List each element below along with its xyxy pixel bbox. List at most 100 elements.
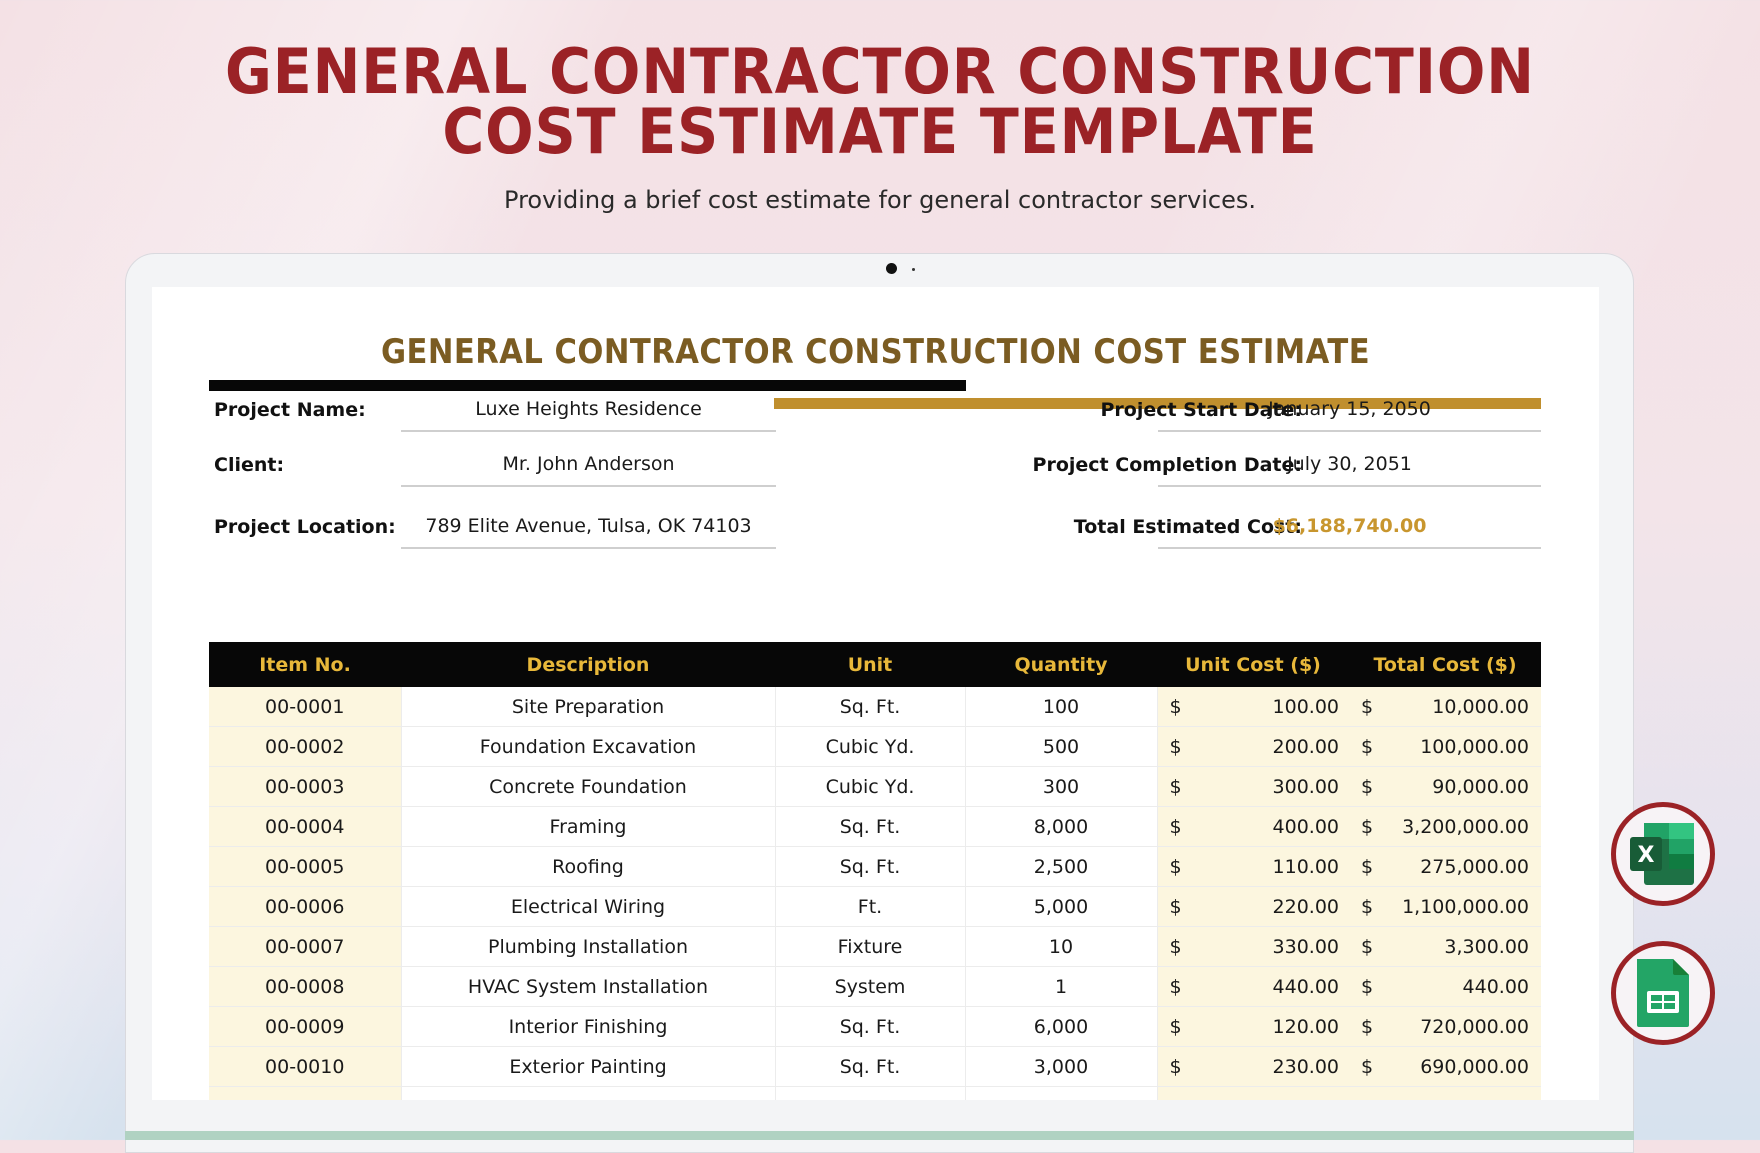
currency-symbol: $: [1169, 815, 1182, 838]
description: Plumbing Installation: [487, 935, 688, 958]
column-header-unit[interactable]: Unit: [775, 642, 965, 687]
unit-cell[interactable]: System: [775, 966, 966, 1007]
total-cost-cell[interactable]: $690,000.00: [1349, 1046, 1541, 1087]
quantity-cell[interactable]: 8,000: [965, 806, 1158, 847]
unit-cost-cell[interactable]: $330.00: [1157, 926, 1349, 967]
description-cell[interactable]: Concrete Foundation: [401, 766, 776, 807]
item-no: 00-0009: [265, 1015, 345, 1038]
table-row: 00-0007 Plumbing Installation Fixture 10 $33…: [209, 926, 1541, 967]
total-cost-cell[interactable]: $1,100,000.00: [1349, 886, 1541, 927]
total-cost-cell[interactable]: $440.00: [1349, 966, 1541, 1007]
column-header-total-cost[interactable]: Total Cost ($): [1349, 642, 1541, 687]
unit-cost-cell[interactable]: $440.00: [1157, 966, 1349, 1007]
total-cost-cell[interactable]: $: [1349, 1086, 1541, 1100]
unit-cell[interactable]: Sq. Ft.: [775, 1006, 966, 1047]
table-row: 00-0005 Roofing Sq. Ft. 2,500 $110.00 $275,00…: [209, 846, 1541, 887]
unit-cell[interactable]: Cubic Yd.: [775, 766, 966, 807]
item-no-cell[interactable]: 00-0004: [209, 806, 402, 847]
google-sheets-badge[interactable]: [1611, 941, 1715, 1045]
unit-cost-cell[interactable]: $100.00: [1157, 687, 1349, 727]
table-row: $: [209, 1086, 1541, 1100]
total-cost-cell[interactable]: $275,000.00: [1349, 846, 1541, 887]
description-cell[interactable]: Roofing: [401, 846, 776, 887]
item-no: 00-0010: [265, 1055, 345, 1078]
project-location-field[interactable]: 789 Elite Avenue, Tulsa, OK 74103: [401, 507, 776, 549]
unit-cost-cell[interactable]: $200.00: [1157, 726, 1349, 767]
quantity-cell[interactable]: 1: [965, 966, 1158, 1007]
project-name-field[interactable]: Luxe Heights Residence: [401, 390, 776, 432]
description: Interior Finishing: [508, 1015, 668, 1038]
description: Foundation Excavation: [479, 735, 697, 758]
quantity: 100: [1042, 695, 1080, 718]
description-cell[interactable]: [401, 1086, 776, 1100]
quantity-cell[interactable]: 100: [965, 687, 1158, 727]
description-cell[interactable]: Site Preparation: [401, 687, 776, 727]
unit-cell[interactable]: Cubic Yd.: [775, 726, 966, 767]
total-cost-cell[interactable]: $3,200,000.00: [1349, 806, 1541, 847]
total-cost-cell[interactable]: $90,000.00: [1349, 766, 1541, 807]
project-location-label: Project Location:: [214, 516, 396, 538]
total-cost-cell[interactable]: $10,000.00: [1349, 687, 1541, 727]
total-cost-cell[interactable]: $100,000.00: [1349, 726, 1541, 767]
unit-cell[interactable]: Sq. Ft.: [775, 687, 966, 727]
quantity-cell[interactable]: 500: [965, 726, 1158, 767]
unit: Fixture: [837, 935, 903, 958]
description-cell[interactable]: Interior Finishing: [401, 1006, 776, 1047]
column-header-unit-cost[interactable]: Unit Cost ($): [1157, 642, 1349, 687]
item-no-cell[interactable]: [209, 1086, 402, 1100]
unit-cost-cell[interactable]: [1157, 1086, 1349, 1100]
item-no-cell[interactable]: 00-0001: [209, 687, 402, 727]
item-no-cell[interactable]: 00-0003: [209, 766, 402, 807]
unit-cell[interactable]: Fixture: [775, 926, 966, 967]
column-header-item-no[interactable]: Item No.: [209, 642, 401, 687]
total-estimated-cost-field[interactable]: $6,188,740.00: [1158, 507, 1541, 549]
column-header-quantity[interactable]: Quantity: [965, 642, 1157, 687]
unit-cost-cell[interactable]: $110.00: [1157, 846, 1349, 887]
item-no-cell[interactable]: 00-0005: [209, 846, 402, 887]
unit-cell[interactable]: [775, 1086, 966, 1100]
column-header-description[interactable]: Description: [401, 642, 775, 687]
item-no: 00-0007: [265, 935, 345, 958]
description-cell[interactable]: Plumbing Installation: [401, 926, 776, 967]
currency-symbol: $: [1361, 1015, 1374, 1038]
unit-cost-cell[interactable]: $220.00: [1157, 886, 1349, 927]
unit-cell[interactable]: Ft.: [775, 886, 966, 927]
description-cell[interactable]: Framing: [401, 806, 776, 847]
excel-badge[interactable]: X: [1611, 802, 1715, 906]
completion-date-field[interactable]: July 30, 2051: [1158, 445, 1541, 487]
description-cell[interactable]: Exterior Painting: [401, 1046, 776, 1087]
description-cell[interactable]: Foundation Excavation: [401, 726, 776, 767]
quantity-cell[interactable]: 5,000: [965, 886, 1158, 927]
quantity-cell[interactable]: 6,000: [965, 1006, 1158, 1047]
item-no: 00-0003: [265, 775, 345, 798]
quantity-cell[interactable]: 3,000: [965, 1046, 1158, 1087]
description-cell[interactable]: HVAC System Installation: [401, 966, 776, 1007]
unit-cost-cell[interactable]: $120.00: [1157, 1006, 1349, 1047]
item-no-cell[interactable]: 00-0010: [209, 1046, 402, 1087]
table-row: 00-0002 Foundation Excavation Cubic Yd. 500…: [209, 726, 1541, 767]
item-no-cell[interactable]: 00-0008: [209, 966, 402, 1007]
quantity-cell[interactable]: 10: [965, 926, 1158, 967]
quantity-cell[interactable]: [965, 1086, 1158, 1100]
item-no-cell[interactable]: 00-0009: [209, 1006, 402, 1047]
unit-cell[interactable]: Sq. Ft.: [775, 1046, 966, 1087]
quantity-cell[interactable]: 300: [965, 766, 1158, 807]
unit-cost-cell[interactable]: $300.00: [1157, 766, 1349, 807]
description-cell[interactable]: Electrical Wiring: [401, 886, 776, 927]
unit-cell[interactable]: Sq. Ft.: [775, 806, 966, 847]
item-no-cell[interactable]: 00-0002: [209, 726, 402, 767]
client-field[interactable]: Mr. John Anderson: [401, 445, 776, 487]
unit-cost: 110.00: [1272, 855, 1339, 878]
start-date-field[interactable]: January 15, 2050: [1158, 390, 1541, 432]
total-cost-cell[interactable]: $720,000.00: [1349, 1006, 1541, 1047]
total-estimated-cost-label: Total Estimated Cost:: [1073, 516, 1302, 538]
unit-cost-cell[interactable]: $400.00: [1157, 806, 1349, 847]
quantity-cell[interactable]: 2,500: [965, 846, 1158, 887]
item-no-cell[interactable]: 00-0007: [209, 926, 402, 967]
total-cost: 100,000.00: [1420, 735, 1529, 758]
item-no-cell[interactable]: 00-0006: [209, 886, 402, 927]
unit: Sq. Ft.: [839, 1055, 901, 1078]
unit-cost-cell[interactable]: $230.00: [1157, 1046, 1349, 1087]
total-cost-cell[interactable]: $3,300.00: [1349, 926, 1541, 967]
unit-cell[interactable]: Sq. Ft.: [775, 846, 966, 887]
